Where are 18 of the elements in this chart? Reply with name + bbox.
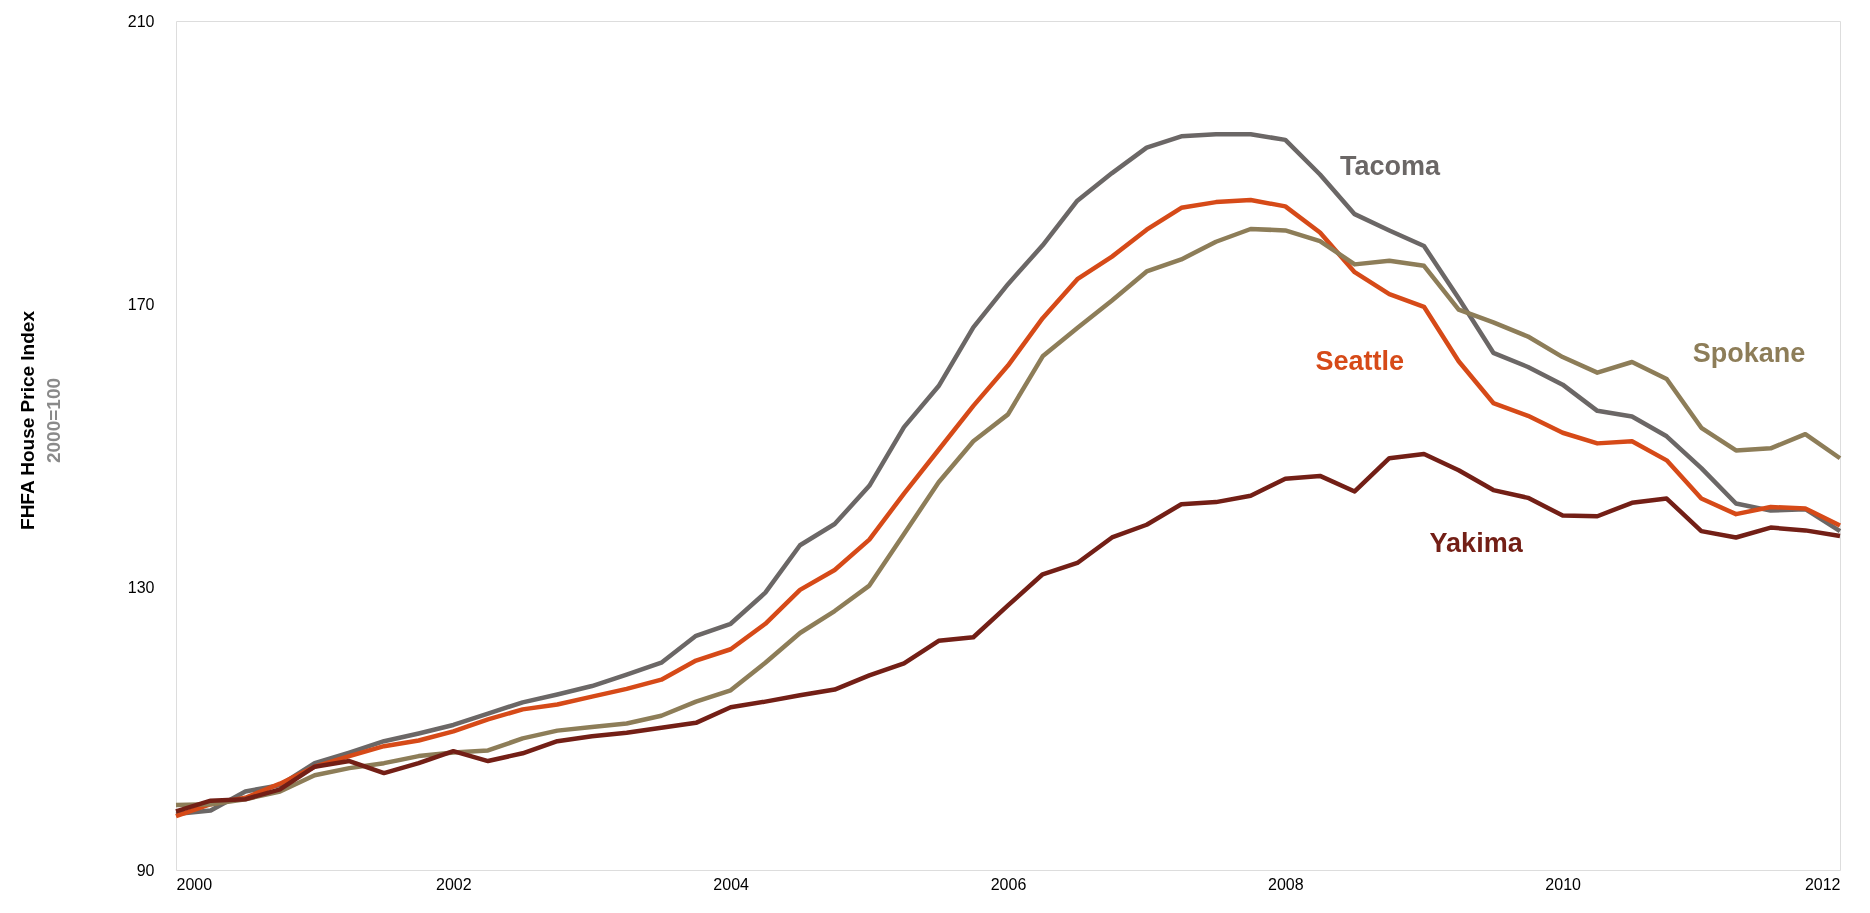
series-label: Spokane [1692,338,1806,369]
series-label: Seattle [1315,345,1404,376]
x-tick-label: 2004 [713,875,750,893]
line-series [173,451,1843,814]
text: 2000=100 [43,377,64,464]
x-tick-label: 2010 [1545,875,1582,893]
y-tick-label: 170 [127,295,155,313]
x-tick-label: 2008 [1268,875,1304,893]
x-tick-label: 2006 [990,875,1027,893]
x-tick-label: 2000 [176,875,213,893]
y-tick-label: 130 [127,578,155,596]
y-tick-label: 210 [127,12,155,30]
x-tick-label: 2002 [436,875,472,893]
y-tick-label: 90 [136,861,155,879]
series-label: Tacoma [1340,150,1442,181]
y-axis-title: FHFA House Price Index [17,310,38,530]
series-label: Yakima [1429,527,1524,558]
x-tick-label: 2012 [1804,875,1841,893]
